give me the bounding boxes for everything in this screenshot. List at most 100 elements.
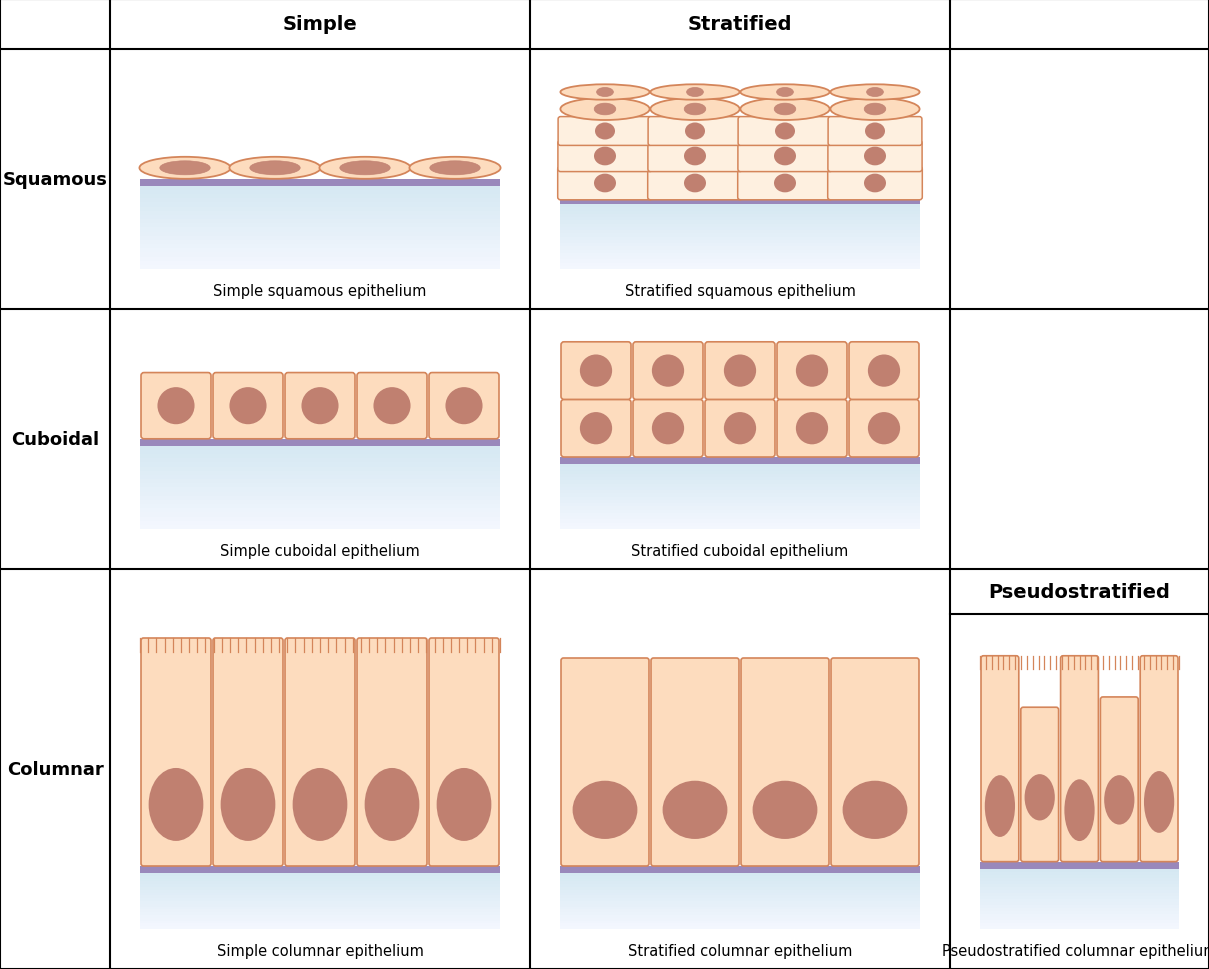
FancyBboxPatch shape	[357, 639, 427, 866]
Bar	[560, 474, 920, 478]
Ellipse shape	[774, 147, 796, 166]
Bar	[560, 901, 920, 904]
Bar	[560, 526, 920, 529]
Bar	[560, 926, 920, 929]
Ellipse shape	[684, 174, 706, 193]
FancyBboxPatch shape	[828, 167, 922, 201]
Ellipse shape	[301, 388, 339, 424]
Bar	[140, 207, 501, 211]
Ellipse shape	[365, 768, 420, 841]
Bar	[980, 908, 1179, 911]
FancyBboxPatch shape	[739, 117, 832, 146]
Ellipse shape	[1104, 775, 1134, 825]
Bar	[140, 467, 501, 471]
FancyBboxPatch shape	[777, 400, 848, 457]
Ellipse shape	[250, 162, 300, 175]
Ellipse shape	[561, 85, 649, 101]
Bar	[140, 224, 501, 228]
Bar	[560, 228, 920, 231]
Bar	[560, 879, 920, 882]
Bar	[560, 887, 920, 890]
Bar	[140, 463, 501, 467]
Bar	[560, 457, 920, 464]
Bar	[140, 890, 501, 892]
Bar	[980, 869, 1179, 872]
Bar	[560, 247, 920, 250]
Bar	[980, 884, 1179, 887]
Bar	[140, 262, 501, 266]
FancyBboxPatch shape	[650, 658, 739, 866]
Ellipse shape	[596, 88, 613, 98]
Ellipse shape	[868, 355, 901, 388]
Ellipse shape	[740, 85, 829, 101]
Bar	[140, 245, 501, 249]
Bar	[560, 224, 920, 228]
Text: Stratified: Stratified	[688, 16, 792, 35]
Bar	[560, 892, 920, 895]
Bar	[140, 216, 501, 220]
Bar	[560, 260, 920, 264]
Bar	[560, 500, 920, 504]
Bar	[140, 191, 501, 195]
Text: Simple: Simple	[283, 16, 358, 35]
FancyBboxPatch shape	[980, 656, 1019, 861]
FancyBboxPatch shape	[285, 373, 355, 439]
FancyBboxPatch shape	[1140, 656, 1178, 861]
Ellipse shape	[652, 355, 684, 388]
Ellipse shape	[867, 88, 884, 98]
Bar	[560, 904, 920, 907]
Bar	[140, 179, 501, 187]
FancyBboxPatch shape	[741, 658, 829, 866]
Ellipse shape	[864, 174, 886, 193]
Ellipse shape	[796, 413, 828, 445]
FancyBboxPatch shape	[737, 167, 832, 201]
Ellipse shape	[139, 158, 231, 179]
Ellipse shape	[775, 123, 796, 141]
Bar	[980, 920, 1179, 923]
Bar	[560, 497, 920, 500]
Bar	[560, 898, 920, 901]
Bar	[560, 907, 920, 910]
Bar	[980, 905, 1179, 908]
Bar	[140, 910, 501, 912]
Bar	[140, 918, 501, 921]
Ellipse shape	[160, 162, 210, 175]
Bar	[140, 517, 501, 521]
Ellipse shape	[445, 388, 482, 424]
Bar	[560, 494, 920, 497]
Bar	[560, 234, 920, 237]
FancyBboxPatch shape	[648, 167, 742, 201]
Bar	[560, 504, 920, 507]
Bar	[140, 496, 501, 500]
Bar	[140, 915, 501, 918]
Bar	[140, 873, 501, 876]
Bar	[140, 901, 501, 904]
Ellipse shape	[650, 99, 740, 121]
Bar	[560, 912, 920, 915]
Bar	[980, 911, 1179, 914]
Bar	[140, 249, 501, 253]
FancyBboxPatch shape	[831, 658, 919, 866]
Bar	[140, 509, 501, 513]
Text: Cuboidal: Cuboidal	[11, 430, 99, 449]
Bar	[560, 211, 920, 214]
FancyBboxPatch shape	[561, 658, 649, 866]
Ellipse shape	[831, 85, 920, 101]
Bar	[560, 481, 920, 484]
Text: Squamous: Squamous	[2, 171, 108, 189]
FancyBboxPatch shape	[429, 373, 499, 439]
Bar	[560, 487, 920, 490]
Bar	[140, 876, 501, 879]
Ellipse shape	[580, 413, 612, 445]
Bar	[140, 885, 501, 887]
Bar	[140, 926, 501, 929]
Bar	[140, 454, 501, 458]
Bar	[140, 484, 501, 488]
FancyBboxPatch shape	[429, 639, 499, 866]
Text: Stratified cuboidal epithelium: Stratified cuboidal epithelium	[631, 544, 849, 559]
Bar	[560, 244, 920, 247]
Bar	[140, 513, 501, 517]
Bar	[140, 211, 501, 216]
Ellipse shape	[319, 158, 411, 179]
Bar	[980, 887, 1179, 890]
